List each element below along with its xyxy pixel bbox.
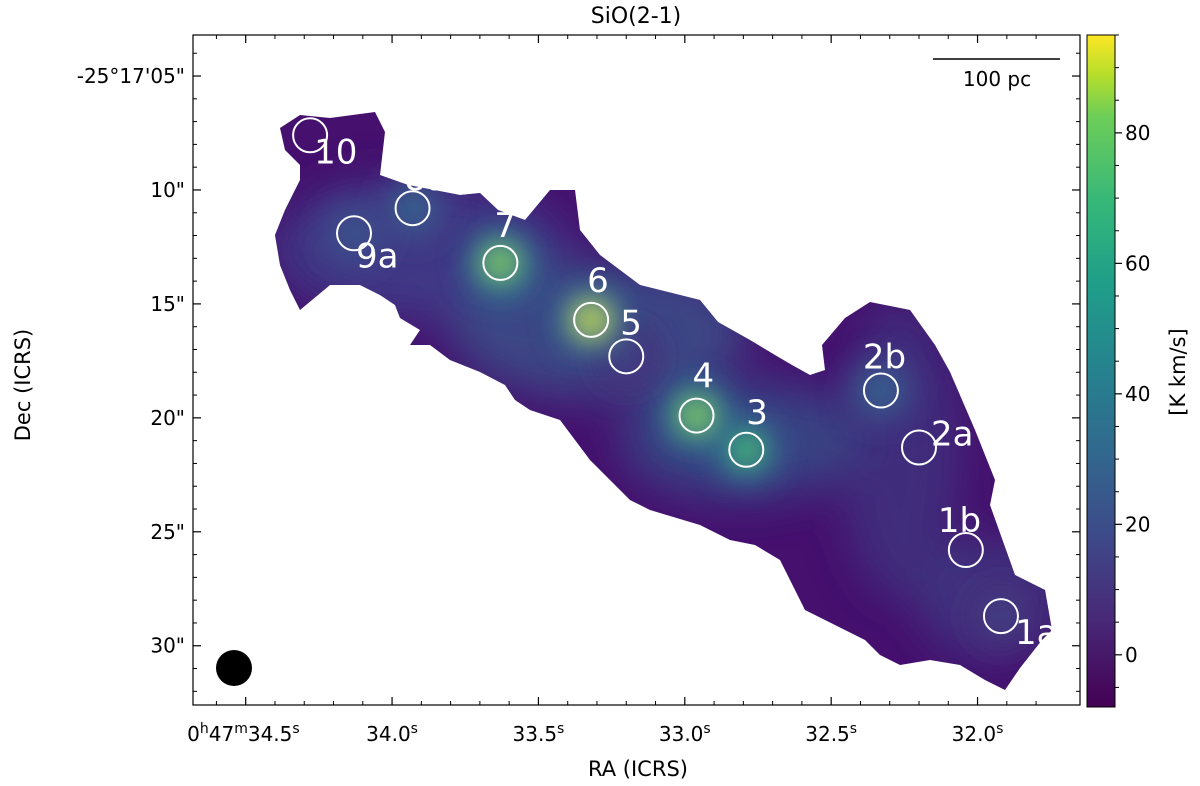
colorbar-tick-label: 20 — [1125, 512, 1150, 536]
colorbar-tick-label: 40 — [1125, 382, 1150, 406]
x-tick-seconds-unit: s — [292, 721, 299, 737]
y-tick-label: 30" — [150, 634, 185, 658]
x-tick-seconds-unit: s — [703, 721, 710, 737]
x-tick-value: 33.5 — [513, 722, 558, 746]
colorbar-tick-label: 0 — [1125, 643, 1138, 667]
region-circle-4 — [678, 397, 715, 434]
x-tick-label: 33.5s — [513, 721, 565, 746]
region-label-2a: 2a — [931, 414, 973, 454]
x-tick-seconds-unit: s — [411, 721, 418, 737]
peak-glow-3 — [712, 415, 781, 484]
peak-center-9a — [346, 225, 363, 242]
region-label-1b: 1b — [938, 501, 981, 541]
x-tick-hours: 0 — [187, 722, 200, 746]
x-tick-value: 32.5 — [805, 722, 850, 746]
peak-glow-4 — [662, 381, 731, 450]
scale-bar-label: 100 pc — [963, 67, 1031, 91]
colorbar — [1086, 34, 1116, 708]
y-tick-label: 15" — [150, 292, 185, 316]
peak-center-4 — [688, 407, 705, 424]
x-tick-label: 32.0s — [952, 721, 1004, 746]
region-circle-5 — [608, 338, 645, 375]
x-axis-ticks: 0h47m34.5s 34.0s 33.5s 33.0s 32.5s 32.0s — [187, 35, 1037, 746]
x-tick-value: 32.0 — [952, 722, 997, 746]
x-axis-title: RA (ICRS) — [588, 757, 688, 781]
region-label-6: 6 — [587, 261, 609, 301]
x-tick-seconds-unit: s — [996, 721, 1003, 737]
region-circle-1a — [982, 598, 1019, 635]
peak-glow-7 — [466, 228, 535, 297]
x-tick-minutes-unit: m — [234, 721, 248, 737]
peak-center-3 — [738, 441, 755, 458]
peak-glow-6 — [557, 285, 626, 354]
x-tick-hours-unit: h — [200, 721, 209, 737]
y-tick-label: 25" — [150, 520, 185, 544]
region-label-9a: 9a — [356, 236, 398, 276]
peak-center-1a — [992, 608, 1009, 625]
region-circle-7 — [482, 244, 519, 281]
x-tick-label: 34.0s — [366, 721, 418, 746]
peak-glow-1a — [966, 582, 1035, 651]
region-circle-3 — [728, 431, 765, 468]
y-tick-label: 20" — [150, 406, 185, 430]
region-circle-8a — [394, 190, 431, 227]
region-label-2b: 2b — [863, 338, 906, 378]
plot-frame — [192, 34, 1081, 706]
region-circle-1b — [947, 532, 984, 569]
x-tick-value: 33.0 — [659, 722, 704, 746]
x-tick-seconds-unit: s — [557, 721, 564, 737]
peak-center-7 — [492, 254, 509, 271]
region-circle-9a — [336, 215, 373, 252]
x-tick-label: 33.0s — [659, 721, 711, 746]
y-axis-ticks: -25°17'05" 10" 15" 20" 25" 30" — [77, 52, 1080, 692]
region-circle-10 — [292, 117, 329, 154]
region-circle-6 — [573, 301, 610, 338]
chart-title: SiO(2-1) — [591, 4, 682, 29]
region-label-3: 3 — [746, 393, 768, 433]
region-circle-2b — [862, 372, 899, 409]
colorbar-ticks: 0 20 40 60 80 — [1115, 34, 1150, 688]
region-label-8a: 8a — [405, 159, 447, 199]
y-tick-label: 10" — [150, 178, 185, 202]
peak-center-2b — [872, 382, 889, 399]
emission-peaks — [320, 174, 1035, 651]
x-tick-value: 34.0 — [366, 722, 411, 746]
beam-marker — [216, 650, 252, 686]
peak-glow-2b — [846, 356, 915, 425]
colorbar-tick-label: 80 — [1125, 121, 1150, 145]
colorbar-label: [K km/s] — [1166, 328, 1190, 415]
colorbar-tick-label: 60 — [1125, 251, 1150, 275]
x-tick-minutes: 47 — [209, 722, 234, 746]
x-tick-label: 0h47m34.5s — [187, 721, 300, 746]
peak-center-8a — [404, 200, 421, 217]
region-label-10: 10 — [314, 132, 357, 172]
peak-center-6 — [583, 311, 600, 328]
y-axis-title: Dec (ICRS) — [11, 329, 35, 441]
x-tick-seconds-unit: s — [850, 721, 857, 737]
region-label-1a: 1a — [1015, 613, 1057, 653]
region-label-5: 5 — [620, 303, 642, 343]
region-label-7: 7 — [494, 206, 516, 246]
region-label-4: 4 — [693, 357, 715, 397]
peak-center-5 — [618, 348, 635, 365]
x-tick-value: 34.5 — [248, 722, 293, 746]
peak-glow-8a — [378, 174, 447, 243]
region-circle-2a — [900, 429, 937, 466]
x-tick-label: 32.5s — [805, 721, 857, 746]
peak-glow-9a — [320, 199, 389, 268]
y-tick-label: -25°17'05" — [77, 64, 185, 88]
